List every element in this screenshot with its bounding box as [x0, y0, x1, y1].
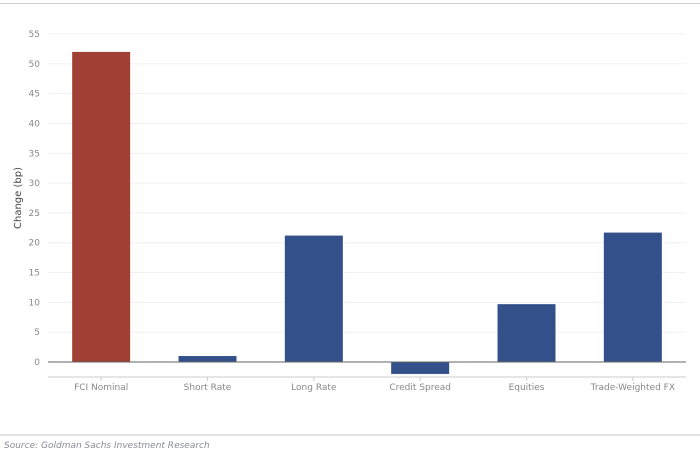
y-tick-label: 35 — [29, 149, 40, 159]
bar — [284, 235, 343, 362]
source-note: Source: Goldman Sachs Investment Researc… — [4, 441, 210, 451]
x-tick-label: Long Rate — [291, 383, 337, 393]
x-tick-label: Trade-Weighted FX — [590, 383, 675, 393]
y-tick-label: 55 — [29, 30, 40, 40]
x-tick-label: Credit Spread — [389, 383, 451, 393]
y-tick-label: 20 — [29, 239, 41, 249]
bar — [178, 356, 237, 362]
bar — [603, 232, 662, 362]
y-tick-label: 30 — [29, 179, 41, 189]
y-tick-label: 5 — [34, 328, 40, 338]
y-tick-label: 40 — [29, 119, 41, 129]
bar — [497, 304, 556, 362]
y-tick-label: 45 — [29, 90, 40, 100]
y-axis-label: Change (bp) — [13, 167, 24, 229]
bar — [72, 51, 131, 363]
y-tick-label: 10 — [29, 298, 41, 308]
bottom-divider — [0, 434, 700, 436]
top-divider — [0, 3, 700, 4]
y-tick-label: 15 — [29, 269, 40, 279]
y-tick-label: 0 — [34, 358, 40, 368]
x-tick-label: Equities — [509, 383, 545, 393]
y-tick-label: 25 — [29, 209, 40, 219]
y-tick-label: 50 — [29, 60, 41, 70]
bar — [391, 362, 450, 374]
x-tick-label: Short Rate — [184, 383, 232, 393]
x-tick-label: FCI Nominal — [74, 383, 128, 393]
